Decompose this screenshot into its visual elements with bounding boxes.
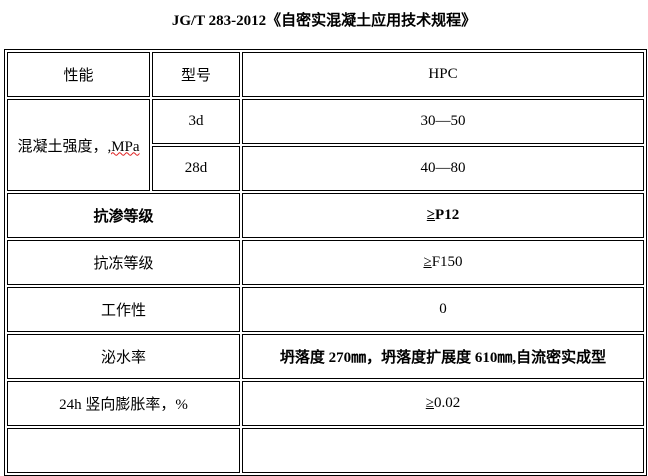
label-cell: 泌水率: [7, 334, 240, 379]
header-model: 型号: [152, 52, 240, 97]
value-text: 0.02: [433, 395, 461, 411]
value-text: F150: [431, 254, 463, 270]
document-title: JG/T 283-2012《自密实混凝土应用技术规程》: [171, 13, 477, 29]
table-header-row: 性能 型号 HPC: [7, 52, 644, 97]
table-row: 抗渗等级 ≥P12: [7, 193, 644, 238]
value-cell: 0: [242, 287, 644, 332]
header-type: HPC: [242, 52, 644, 97]
age-cell: 28d: [152, 146, 240, 191]
table-row: 28d 40—80: [7, 146, 644, 191]
ge-symbol: ≥: [425, 395, 434, 411]
value-cell: ≥F150: [242, 240, 644, 285]
spec-table: 性能 型号 HPC 混凝土强度，,MPa 3d 30—50 28d 40—80 …: [4, 49, 647, 476]
value-cell: [242, 428, 644, 473]
table-row: 24h 竖向膨胀率，% ≥0.02: [7, 381, 644, 426]
value-cell: ≥0.02: [242, 381, 644, 426]
table-row: 抗冻等级 ≥F150: [7, 240, 644, 285]
ge-symbol: ≥: [426, 207, 436, 223]
value-cell: ≥P12: [242, 193, 644, 238]
value-cell: 30—50: [242, 99, 644, 144]
strength-unit: ,MPa: [107, 138, 140, 155]
table-row: 泌水率 坍落度 270㎜，坍落度扩展度 610㎜,自流密实成型: [7, 334, 644, 379]
age-cell: 3d: [152, 99, 240, 144]
table-row-partial: [7, 428, 644, 473]
value-cell: 40—80: [242, 146, 644, 191]
strength-label-text: 混凝土强度，: [17, 138, 108, 155]
label-cell: 24h 竖向膨胀率，%: [7, 381, 240, 426]
label-cell: 抗冻等级: [7, 240, 240, 285]
label-cell: 抗渗等级: [7, 193, 240, 238]
value-cell: 坍落度 270㎜，坍落度扩展度 610㎜,自流密实成型: [242, 334, 644, 379]
header-property: 性能: [7, 52, 150, 97]
strength-label: 混凝土强度，,MPa: [7, 99, 150, 191]
ge-symbol: ≥: [423, 254, 432, 270]
label-cell: 工作性: [7, 287, 240, 332]
label-cell: [7, 428, 240, 473]
table-row: 工作性 0: [7, 287, 644, 332]
value-text: P12: [435, 207, 460, 223]
table-row: 混凝土强度，,MPa 3d 30—50: [7, 99, 644, 191]
